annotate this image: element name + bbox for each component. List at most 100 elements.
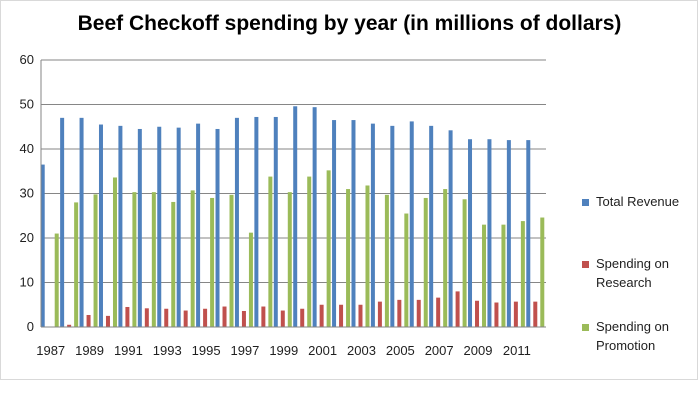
bar-total-revenue <box>215 128 220 327</box>
bar-spending-on-research <box>455 291 460 327</box>
x-axis <box>40 60 546 328</box>
bar-spending-on-promotion <box>384 194 389 327</box>
bar-spending-on-research <box>144 308 149 327</box>
bar-spending-on-promotion <box>171 201 176 327</box>
x-tick-label: 2003 <box>347 343 376 358</box>
bar-spending-on-promotion <box>210 197 215 327</box>
bar-total-revenue <box>118 125 123 327</box>
bar-total-revenue <box>254 116 259 328</box>
bar-spending-on-promotion <box>248 232 253 327</box>
bar-total-revenue <box>312 107 317 327</box>
legend-swatch-spending-on-promotion <box>582 324 589 331</box>
y-tick-label: 50 <box>20 97 34 112</box>
bar-spending-on-research <box>397 299 402 327</box>
bar-spending-on-promotion <box>501 224 506 327</box>
bar-total-revenue <box>196 123 201 327</box>
y-tick-label: 40 <box>20 141 34 156</box>
x-tick-label: 1993 <box>153 343 182 358</box>
bar-total-revenue <box>137 128 142 327</box>
bar-spending-on-promotion <box>520 221 525 327</box>
legend-label-spending-on-research: Spending on Research <box>596 256 670 290</box>
bar-spending-on-promotion <box>365 185 370 327</box>
bar-spending-on-promotion <box>229 194 234 327</box>
bar-total-revenue <box>429 125 434 327</box>
bar-spending-on-research <box>280 310 285 327</box>
bar-spending-on-promotion <box>346 189 351 327</box>
x-tick-label: 1999 <box>269 343 298 358</box>
bar-spending-on-promotion <box>93 194 98 327</box>
bar-total-revenue <box>468 139 473 327</box>
bar-spending-on-promotion <box>268 176 273 327</box>
x-tick-label: 2001 <box>308 343 337 358</box>
bar-total-revenue <box>234 117 239 327</box>
bar-spending-on-promotion <box>151 192 156 327</box>
bar-spending-on-promotion <box>112 177 117 327</box>
bar-spending-on-research <box>513 301 518 327</box>
bar-spending-on-promotion <box>287 192 292 327</box>
x-tick-label: 1987 <box>36 343 65 358</box>
bar-spending-on-research <box>533 301 538 327</box>
bar-spending-on-promotion <box>326 170 331 327</box>
bar-spending-on-research <box>105 315 110 328</box>
bar-spending-on-research <box>319 304 324 327</box>
bar-total-revenue <box>157 126 162 327</box>
bar-total-revenue <box>293 106 298 327</box>
bar-total-revenue <box>370 123 375 327</box>
bar-spending-on-research <box>416 299 421 327</box>
bar-total-revenue <box>526 140 531 327</box>
bar-total-revenue <box>506 140 511 327</box>
legend-label-spending-on-promotion: Spending on Promotion <box>596 319 670 353</box>
y-tick-label: 20 <box>20 230 34 245</box>
bar-total-revenue <box>273 116 278 328</box>
y-tick-label: 60 <box>20 52 34 67</box>
bar-total-revenue <box>79 117 84 327</box>
bar-spending-on-promotion <box>423 197 428 327</box>
legend-swatch-total-revenue <box>582 199 589 206</box>
bar-spending-on-research <box>358 304 363 327</box>
bar-spending-on-research <box>339 304 344 327</box>
bar-total-revenue <box>60 117 65 327</box>
x-tick-label: 2007 <box>425 343 454 358</box>
bar-spending-on-promotion <box>54 233 59 327</box>
bar-total-revenue <box>409 121 414 327</box>
bar-spending-on-promotion <box>462 199 467 327</box>
chart-title: Beef Checkoff spending by year (in milli… <box>77 12 622 35</box>
y-tick-label: 30 <box>20 186 34 201</box>
bar-total-revenue <box>448 130 453 327</box>
bar-spending-on-promotion <box>190 190 195 327</box>
legend-label-total-revenue: Total Revenue <box>596 194 680 209</box>
bar-spending-on-research <box>164 308 169 327</box>
x-tick-label: 1995 <box>192 343 221 358</box>
bar-total-revenue <box>98 124 103 327</box>
bar-spending-on-research <box>377 301 382 327</box>
x-tick-label: 2011 <box>503 343 531 358</box>
x-tick-label: 2009 <box>464 343 493 358</box>
bar-spending-on-promotion <box>404 213 409 327</box>
bar-spending-on-promotion <box>540 217 545 327</box>
y-tick-label: 10 <box>20 275 34 290</box>
bar-spending-on-research <box>436 297 441 327</box>
bars <box>40 106 545 328</box>
x-axis-ticks: 1987 1989 1991 1993 1995 1997 1999 2001 2003 2005… <box>36 343 531 358</box>
x-tick-label: 1997 <box>230 343 259 358</box>
bar-total-revenue <box>176 127 181 327</box>
bar-total-revenue <box>487 139 492 327</box>
bar-spending-on-research <box>67 324 72 327</box>
bar-spending-on-research <box>125 306 130 327</box>
x-tick-label: 1989 <box>75 343 104 358</box>
bar-spending-on-research <box>241 310 246 327</box>
bar-spending-on-promotion <box>307 176 312 327</box>
bar-spending-on-research <box>86 314 91 327</box>
bar-spending-on-research <box>300 308 305 327</box>
bar-spending-on-promotion <box>443 189 448 327</box>
legend-swatch-spending-on-research <box>582 261 589 268</box>
y-tick-label: 0 <box>27 319 34 334</box>
bar-spending-on-research <box>183 310 188 327</box>
bar-total-revenue <box>332 120 337 327</box>
y-axis-ticks: 0 10 20 30 40 50 60 <box>20 52 34 334</box>
bar-spending-on-promotion <box>74 202 79 327</box>
bar-spending-on-promotion <box>132 192 137 327</box>
bar-total-revenue <box>40 164 45 327</box>
bar-total-revenue <box>390 125 395 327</box>
